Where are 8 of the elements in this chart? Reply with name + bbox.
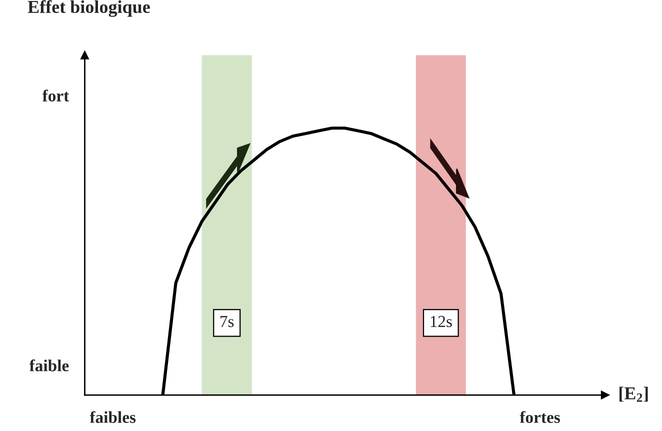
text: faible [29, 359, 69, 372]
text: fort [42, 90, 70, 102]
x-axis-title: [E$_{2}$] [620, 386, 648, 402]
text: fortes [520, 411, 560, 423]
annotation: 12s [430, 316, 452, 328]
annotation: 7s [220, 316, 234, 328]
chart-title: Effet biologique [28, 0, 150, 17]
text: faibles [90, 411, 136, 423]
